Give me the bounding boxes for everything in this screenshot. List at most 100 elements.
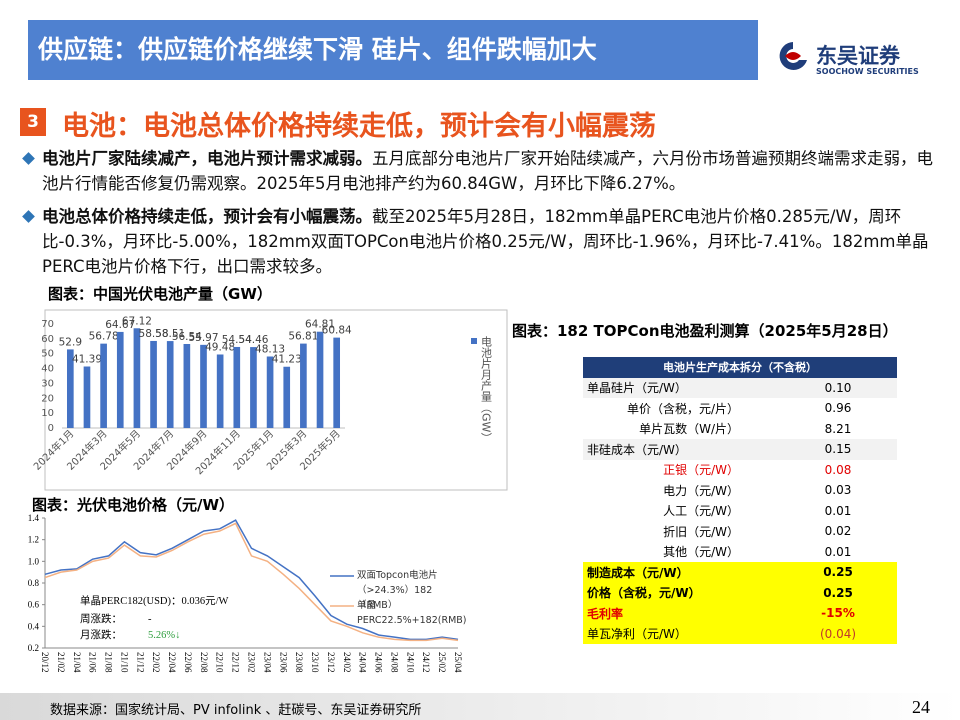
table-row: 单瓦净利（元/W） (0.04)	[583, 623, 897, 644]
bar	[116, 331, 124, 428]
table-row: 电池片生产成本拆分（不含税）	[583, 357, 897, 378]
table-label: 单价（含税，元/片）	[583, 398, 779, 419]
table-row: 其他（元/W） 0.01	[583, 541, 897, 562]
table-label: 非硅成本（元/W）	[583, 439, 779, 460]
table-row: 单晶硅片（元/W） 0.10	[583, 377, 897, 398]
x-tick-label: 21/10	[119, 652, 129, 673]
table-value: 0.08	[779, 459, 897, 480]
table-value: 0.01	[779, 541, 897, 562]
table-label: 制造成本（元/W）	[583, 562, 779, 583]
annotation: 月涨跌：	[80, 628, 122, 641]
logo-icon	[779, 42, 807, 70]
bullet: 电池总体价格持续走低，预计会有小幅震荡。截至2025年5月28日，182mm单晶…	[22, 204, 942, 279]
y-tick-label: 40	[41, 364, 54, 375]
bar	[216, 354, 224, 428]
x-tick-label: 25/04	[453, 652, 463, 673]
table-value: (0.04)	[779, 623, 897, 644]
annotation: -	[148, 614, 152, 625]
footer-source: 数据来源：国家统计局、PV infolink 、赶碳号、东吴证券研究所	[50, 703, 422, 718]
x-tick-label: 21/08	[104, 652, 114, 673]
table-row: 正银（元/W） 0.08	[583, 459, 897, 480]
chart-frame	[44, 309, 508, 491]
bullet-text: 五月底部分电池片厂家开始陆续减产，六月份市场普遍预期终端需求走弱，电池片行情能否…	[42, 149, 933, 193]
table-value: 0.03	[779, 480, 897, 501]
logo-en: SOOCHOW SECURITIES	[816, 67, 919, 76]
legend-label: 电池片月产量（GW）	[480, 336, 493, 444]
y-tick-label: 10	[41, 408, 54, 419]
legend-label: 单晶PERC22.5%+182(RMB)	[357, 600, 467, 626]
x-tick-label: 21/02	[56, 652, 66, 673]
data-label: 58.58	[139, 328, 169, 340]
bar	[316, 331, 324, 428]
bullet-bold: 电池总体价格持续走低，预计会有小幅震荡。	[42, 207, 372, 226]
y-tick-label: 1.4	[28, 513, 40, 523]
x-tick-label: 22/08	[199, 652, 209, 673]
x-tick-label: 24/10	[405, 652, 415, 673]
table: 电池片生产成本拆分（不含税） 单晶硅片（元/W） 0.10 单价（含税，元/片） 0.9…	[583, 357, 897, 644]
bullet-text: 截至2025年5月28日，182mm单晶PERC电池片价格0.285元/W，周环…	[42, 207, 929, 276]
x-tick-label: 23/08	[294, 652, 304, 673]
table-value: 8.21	[779, 418, 897, 439]
data-label: 64.81	[305, 319, 335, 331]
bar	[333, 337, 341, 428]
annotation: 5.26%↓	[148, 630, 180, 641]
legend-label: 双面Topcon电池片（>24.3%）182（RMB）	[357, 570, 438, 608]
table-value: 0.25	[779, 562, 897, 583]
chart-title: 图表：光伏电池价格（元/W）	[32, 496, 235, 514]
table-row: 电力（元/W） 0.03	[583, 480, 897, 501]
table-label: 毛利率	[583, 603, 779, 624]
data-label: 48.13	[255, 343, 285, 355]
legend-item: 双面Topcon电池片（>24.3%）182（RMB）	[357, 570, 438, 608]
bar	[300, 343, 307, 428]
data-label: 52.9	[59, 336, 82, 348]
data-label: 64.67	[105, 319, 135, 331]
bar	[166, 341, 174, 428]
table-label: 其他（元/W）	[583, 541, 779, 562]
bar	[183, 343, 191, 428]
data-label: 67.12	[122, 315, 152, 327]
table-value: 0.01	[779, 500, 897, 521]
x-tick-label: 22/02	[151, 652, 161, 673]
bar	[283, 366, 291, 428]
bar-chart: 01020304050607052.941.3956.7864.6767.125…	[31, 309, 508, 491]
table-label: 单瓦净利（元/W）	[583, 623, 779, 644]
bar	[266, 356, 274, 428]
table-header: 电池片生产成本拆分（不含税）	[583, 357, 897, 378]
bar	[83, 366, 91, 428]
page-number: 24	[912, 697, 930, 717]
table-value: 0.25	[779, 582, 897, 603]
annotation: 周涨跌：	[80, 612, 122, 625]
data-label: 55.97	[188, 332, 218, 344]
line-chart: 0.2 0.4 0.6 0.8 1.0 1.2 1.4 20/12 21/02 21/04 21/0…	[28, 513, 467, 673]
x-tick-label: 23/04	[262, 652, 272, 673]
x-tick-label: 24/06	[374, 652, 384, 673]
x-tick-label: 23/12	[326, 652, 336, 673]
y-tick-label: 0.4	[28, 621, 40, 631]
table-title: 图表：182 TOPCon电池盈利测算（2025年5月28日）	[512, 322, 898, 340]
bar	[133, 328, 141, 428]
table-value: 0.02	[779, 521, 897, 542]
header-title: 供应链：供应链价格继续下滑 硅片、组件跌幅加大	[28, 20, 758, 80]
x-tick-label: 22/10	[215, 652, 225, 673]
data-label: 49.48	[205, 341, 235, 353]
y-tick-label: 30	[41, 378, 54, 389]
section-title: 电池：电池总体价格持续走低，预计会有小幅震荡	[62, 111, 656, 142]
data-label: 41.39	[72, 354, 102, 366]
annotation: 单晶PERC182(USD)：0.036元/W	[80, 595, 229, 607]
bar	[66, 349, 74, 428]
section-number: 3	[20, 108, 46, 136]
data-label: 58.51	[155, 328, 185, 340]
legend-swatch	[471, 338, 477, 344]
table-value: 0.10	[779, 377, 897, 398]
data-label: 41.23	[272, 354, 302, 366]
table-row: 单片瓦数（W/片） 8.21	[583, 418, 897, 439]
y-tick-label: 20	[41, 393, 54, 404]
x-tick-label: 22/12	[231, 652, 241, 673]
bar	[233, 346, 241, 428]
y-tick-label: 70	[41, 319, 54, 330]
table-row: 单价（含税，元/片） 0.96	[583, 398, 897, 419]
bar	[200, 344, 207, 428]
logo-cn: 东吴证券	[816, 44, 900, 68]
table-value: -15%	[779, 603, 897, 624]
